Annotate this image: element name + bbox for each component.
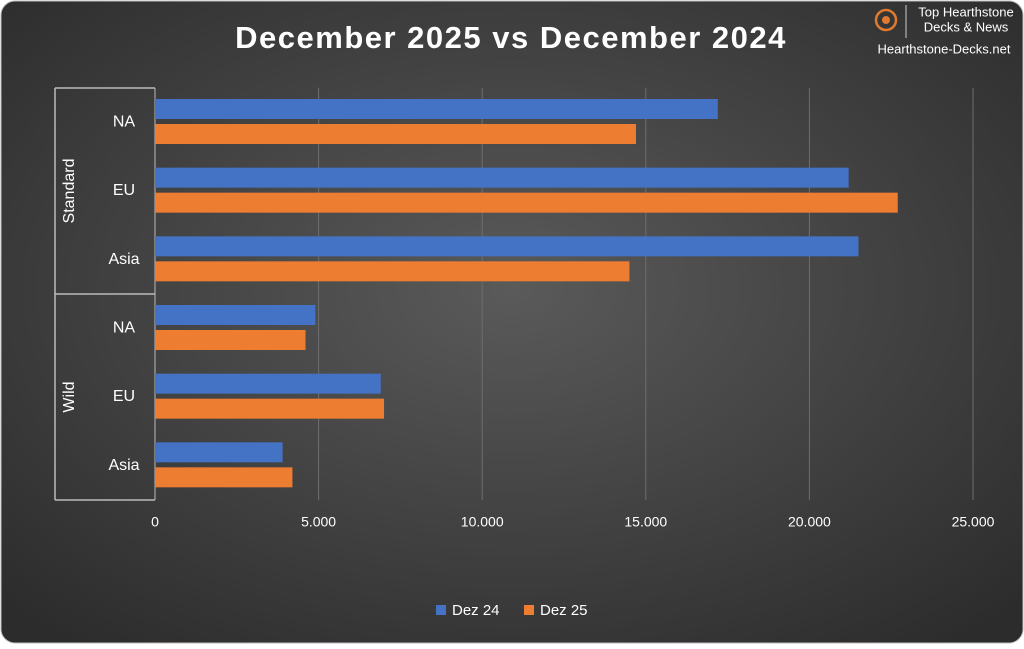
logo-icon [882, 16, 890, 24]
y-tick-label: Asia [108, 457, 139, 474]
x-tick-label: 20.000 [788, 514, 831, 530]
bar [155, 192, 898, 213]
group-label: Wild [61, 381, 78, 412]
x-tick-label: 5.000 [301, 514, 336, 530]
y-tick-label: EU [113, 182, 135, 199]
bar [155, 305, 316, 325]
bar [155, 261, 630, 282]
logo-site: Hearthstone-Decks.net [878, 41, 1011, 56]
bar [155, 99, 718, 119]
legend-label: Dez 24 [452, 602, 500, 619]
logo: Top Hearthstone Decks & News Hearthstone… [874, 4, 1014, 56]
x-tick-label: 10.000 [461, 514, 504, 530]
logo-icon [874, 8, 898, 32]
bar [155, 236, 859, 257]
x-tick-label: 25.000 [952, 514, 995, 530]
bar [155, 398, 385, 419]
y-tick-label: NA [113, 114, 136, 131]
y-tick-label: NA [113, 320, 136, 337]
logo-text: Decks & News [924, 19, 1009, 34]
y-tick-label: EU [113, 388, 135, 405]
legend-label: Dez 25 [540, 602, 588, 619]
chart-title: December 2025 vs December 2024 [235, 20, 787, 55]
logo-text: Top Hearthstone [918, 4, 1013, 19]
bar [155, 124, 636, 144]
legend-swatch [524, 605, 534, 615]
bar [155, 373, 381, 394]
bar [155, 167, 849, 188]
legend-swatch [436, 605, 446, 615]
y-tick-label: Asia [108, 251, 139, 268]
bar [155, 330, 306, 350]
bar [155, 442, 283, 463]
x-tick-label: 15.000 [624, 514, 667, 530]
x-tick-label: 0 [151, 514, 159, 530]
bar [155, 467, 293, 488]
group-label: Standard [61, 159, 78, 224]
